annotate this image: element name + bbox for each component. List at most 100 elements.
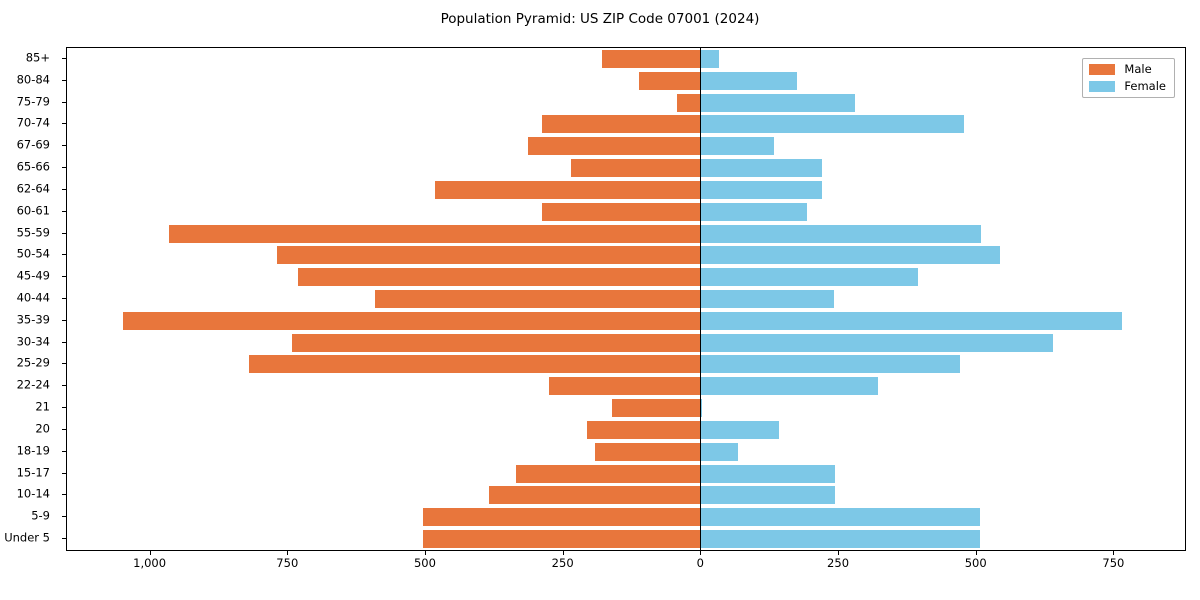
x-axis-tick-label: 500 (964, 556, 987, 570)
bar-male[interactable] (586, 420, 701, 439)
legend-label-female: Female (1124, 78, 1166, 93)
y-axis-labels: Under 5 5-9 10-14 15-17 18-19 20 21 22-24 25-29 3… (0, 47, 60, 551)
bar-female[interactable] (700, 246, 1000, 265)
bar-male[interactable] (375, 290, 701, 308)
legend-swatch-male (1089, 64, 1116, 76)
y-axis-tick-mark (62, 232, 66, 234)
pyramid-row (67, 399, 1185, 418)
pyramid-row (67, 420, 1185, 439)
bar-female[interactable] (700, 355, 961, 374)
y-axis-tick-label: 85+ (25, 50, 50, 65)
bar-female[interactable] (700, 333, 1054, 352)
bar-female[interactable] (700, 530, 981, 549)
y-axis-tick-label: 80-84 (16, 71, 50, 86)
bar-male[interactable] (423, 530, 701, 549)
bar-male[interactable] (169, 224, 701, 243)
pyramid-row (67, 268, 1185, 287)
pyramid-row (67, 508, 1185, 527)
pyramid-row (67, 115, 1185, 134)
bar-female[interactable] (700, 71, 798, 90)
y-axis-tick-mark (62, 123, 66, 125)
x-axis-tick-mark (149, 551, 151, 555)
legend-item-female[interactable]: Female (1089, 78, 1166, 93)
y-axis-tick-mark (62, 363, 66, 365)
bar-female[interactable] (700, 137, 774, 156)
bar-female[interactable] (700, 180, 823, 199)
bar-male[interactable] (612, 399, 701, 418)
bar-male[interactable] (594, 442, 701, 461)
x-axis-tick-label: 250 (827, 556, 850, 570)
y-axis-tick-label: 20 (35, 421, 50, 436)
bar-male[interactable] (676, 93, 701, 112)
pyramid-row (67, 246, 1185, 265)
y-axis-tick-mark (62, 57, 66, 59)
bar-female[interactable] (700, 377, 879, 396)
bar-male[interactable] (548, 377, 701, 396)
x-axis-tick-mark (287, 551, 289, 555)
pyramid-row (67, 137, 1185, 156)
bar-female[interactable] (700, 268, 918, 287)
bar-male[interactable] (435, 180, 701, 199)
bar-female[interactable] (700, 290, 835, 308)
x-axis-tick-mark (424, 551, 426, 555)
y-axis-tick-label: 70-74 (16, 115, 50, 130)
pyramid-row (67, 333, 1185, 352)
plot-area (67, 48, 1185, 550)
pyramid-row (67, 159, 1185, 178)
x-axis-tick-mark (562, 551, 564, 555)
bar-male[interactable] (249, 355, 701, 374)
y-axis-tick-label: 62-64 (16, 181, 50, 196)
y-axis-tick-label: 60-61 (16, 202, 50, 217)
y-axis-tick-mark (62, 319, 66, 321)
bar-female[interactable] (700, 224, 982, 243)
bar-male[interactable] (122, 311, 701, 330)
bar-female[interactable] (700, 442, 738, 461)
y-axis-tick-label: 15-17 (16, 464, 50, 479)
bar-male[interactable] (297, 268, 701, 287)
bar-female[interactable] (700, 420, 779, 439)
bar-female[interactable] (700, 202, 808, 221)
bar-male[interactable] (488, 486, 701, 505)
bar-female[interactable] (700, 508, 981, 527)
y-axis-tick-mark (62, 538, 66, 540)
bar-female[interactable] (700, 159, 823, 178)
bar-female[interactable] (700, 93, 855, 112)
legend-swatch-female (1089, 80, 1116, 92)
legend-item-male[interactable]: Male (1089, 63, 1166, 76)
pyramid-row (67, 311, 1185, 330)
y-axis-tick-label: 22-24 (16, 377, 50, 392)
pyramid-row (67, 290, 1185, 308)
y-axis-tick-mark (62, 450, 66, 452)
pyramid-row (67, 71, 1185, 90)
bar-male[interactable] (542, 202, 701, 221)
bar-male[interactable] (516, 464, 701, 483)
bar-female[interactable] (700, 486, 835, 505)
bar-female[interactable] (700, 311, 1122, 330)
x-axis-tick-label: 250 (551, 556, 574, 570)
chart-title: Population Pyramid: US ZIP Code 07001 (2… (440, 11, 760, 27)
y-axis-tick-mark (62, 298, 66, 299)
y-axis-tick-label: 35-39 (16, 312, 50, 327)
x-axis-ticks: 1,000 750 500 250 0 250 500 750 (66, 551, 1186, 581)
bar-female[interactable] (700, 49, 720, 68)
bar-male[interactable] (291, 333, 701, 352)
y-axis-tick-label: 21 (35, 399, 50, 414)
bar-male[interactable] (542, 115, 701, 134)
y-axis-tick-mark (62, 145, 66, 147)
y-axis-tick-mark (62, 516, 66, 518)
bar-female[interactable] (700, 464, 835, 483)
bar-male[interactable] (639, 71, 701, 90)
bar-male[interactable] (423, 508, 701, 527)
y-axis-tick-mark (62, 385, 66, 387)
bar-male[interactable] (527, 137, 701, 156)
y-axis-tick-label: 67-69 (16, 137, 50, 152)
zero-axis-line (700, 48, 702, 550)
y-axis-tick-mark (62, 210, 66, 212)
bar-male[interactable] (602, 49, 701, 68)
pyramid-row (67, 180, 1185, 199)
bar-male[interactable] (277, 246, 701, 265)
bar-female[interactable] (700, 115, 965, 134)
bar-male[interactable] (571, 159, 701, 178)
pyramid-row (67, 377, 1185, 396)
pyramid-row (67, 442, 1185, 461)
